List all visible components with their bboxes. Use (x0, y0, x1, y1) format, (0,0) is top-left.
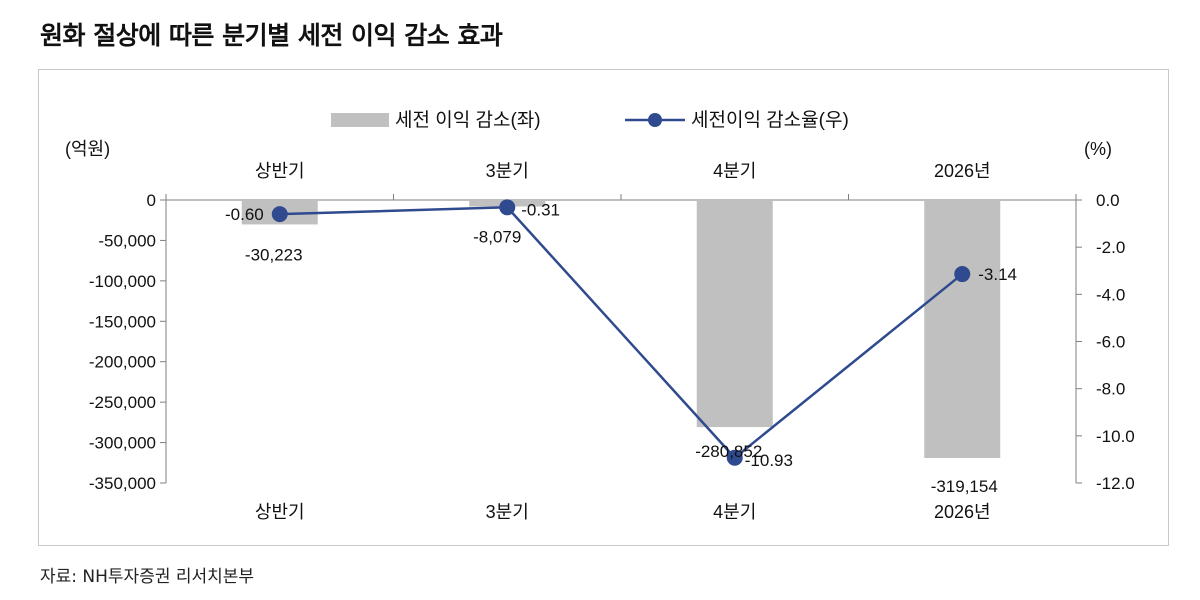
line-series (271, 199, 971, 466)
category-label-top: 3분기 (486, 161, 529, 181)
right-tick-label: -8.0 (1096, 380, 1125, 399)
right-tick-label: -6.0 (1096, 333, 1125, 352)
left-tick-label: -300,000 (89, 434, 156, 453)
line-value-label: -3.14 (978, 265, 1017, 284)
source-note: 자료: NH투자증권 리서치본부 (40, 567, 255, 587)
right-tick-label: -10.0 (1096, 427, 1135, 446)
axes: 0 -50,000 -100,000 -150,000 -200,000 -250,000… (89, 161, 1135, 522)
category-label-bottom: 4분기 (713, 502, 756, 522)
line-path (279, 206, 964, 460)
left-tick-label: -350,000 (89, 474, 156, 493)
chart-title: 원화 절상에 따른 분기별 세전 이익 감소 효과 (40, 21, 503, 50)
left-axis-unit: (억원) (65, 139, 110, 159)
left-tick-label: -150,000 (89, 312, 156, 331)
category-label-bottom: 3분기 (486, 502, 529, 522)
category-label-bottom: 2026년 (934, 502, 991, 522)
legend-bar-swatch (331, 113, 389, 127)
line-value-label: -0.60 (225, 205, 264, 224)
left-tick-label: 0 (147, 191, 156, 210)
chart-frame: 세전 이익 감소(좌) 세전이익 감소율(우) (억원) (%) 0 -50,00… (38, 69, 1169, 546)
category-label-top: 4분기 (713, 161, 756, 181)
line-value-label: -10.93 (745, 451, 793, 470)
bar-series (241, 200, 1001, 459)
right-tick-label: 0.0 (1096, 191, 1120, 210)
line-marker (499, 199, 516, 216)
bar-value-label: -319,154 (931, 477, 998, 496)
legend: 세전 이익 감소(좌) 세전이익 감소율(우) (331, 109, 849, 131)
right-tick-label: -12.0 (1096, 474, 1135, 493)
legend-line-label: 세전이익 감소율(우) (691, 109, 849, 131)
line-marker (271, 206, 288, 223)
chart-svg: 세전 이익 감소(좌) 세전이익 감소율(우) (억원) (%) 0 -50,00… (65, 109, 1135, 522)
category-label-top: 2026년 (934, 161, 991, 181)
line-marker (954, 266, 971, 283)
left-tick-label: -200,000 (89, 353, 156, 372)
bar-value-label: -8,079 (473, 228, 521, 247)
left-tick-label: -250,000 (89, 393, 156, 412)
left-tick-label: -100,000 (89, 272, 156, 291)
right-tick-label: -2.0 (1096, 238, 1125, 257)
legend-line-marker (648, 113, 662, 127)
bar (924, 200, 1001, 459)
category-label-bottom: 상반기 (255, 502, 305, 522)
bar-value-label: -280,852 (695, 442, 762, 461)
data-labels: -30,223 -8,079 -280,852 -319,154 -0.60 -0.31 -… (225, 200, 1017, 496)
category-label-top: 상반기 (255, 161, 305, 181)
line-value-label: -0.31 (521, 200, 560, 219)
line-marker (726, 449, 743, 466)
bar-value-label: -30,223 (245, 245, 303, 264)
left-tick-label: -50,000 (98, 231, 156, 250)
legend-bar-label: 세전 이익 감소(좌) (395, 109, 541, 131)
bar (696, 200, 773, 428)
right-axis-unit: (%) (1084, 139, 1112, 159)
right-tick-label: -4.0 (1096, 285, 1125, 304)
